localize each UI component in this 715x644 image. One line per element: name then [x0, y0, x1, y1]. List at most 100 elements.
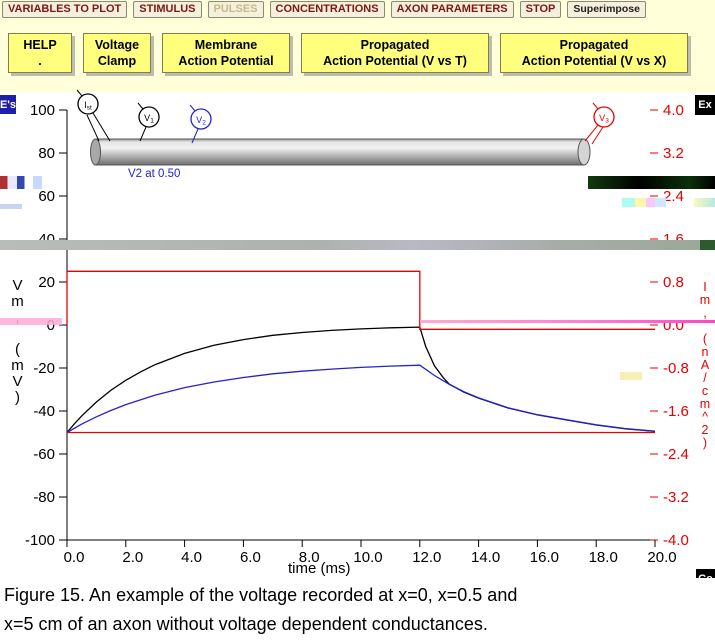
glitch-patch-artifact-1 [622, 198, 666, 207]
stop-button[interactable]: STOP [519, 1, 562, 18]
glitch-pink-patch-artifact [0, 318, 62, 325]
background-window-fragment-top-left[interactable]: E's [0, 95, 16, 114]
v3-electrode-wire-1 [584, 124, 599, 142]
v3-meter-needle [592, 102, 599, 110]
y-tick-label-left: 80 [38, 145, 55, 162]
y-tick-label-right: 2.4 [663, 188, 684, 205]
axon-diagram: Ist V1 V2 V3 V2 at 0.50 [76, 89, 615, 180]
v3-electrode-wire-2 [591, 126, 604, 145]
y-tick-label-left: 20 [38, 274, 55, 291]
y-tick-label-left: 0 [47, 317, 55, 334]
glitch-patch-artifact-3 [620, 372, 642, 380]
series-Vm-at-x0-V1 [66, 326, 656, 433]
stim-meter-needle [76, 89, 83, 97]
stimulus-button[interactable]: STIMULUS [133, 1, 202, 18]
y-tick-label-right: -1.6 [663, 403, 689, 420]
v1-meter-icon [138, 106, 160, 128]
propagated-ap-vt-line1: Propagated [360, 38, 430, 52]
voltage-clamp-button[interactable]: Voltage Clamp [83, 33, 151, 73]
v2-position-annotation: V2 at 0.50 [128, 168, 180, 180]
x-tick-label: 8.0 [299, 549, 320, 566]
glitch-pink-line-artifact [420, 320, 715, 323]
axon-right-end [577, 138, 591, 166]
series-Vm-at-x0.5-V2 [66, 364, 656, 434]
glitch-patch-artifact-2 [694, 198, 715, 207]
stim-meter-icon [77, 93, 99, 115]
glitch-bar-artifact [0, 240, 715, 250]
y-tick-label-right: 3.2 [663, 145, 684, 162]
y-axis-title-left: Vm, (mV) [9, 277, 26, 405]
mode-menu: HELP . Voltage Clamp Membrane Action Pot… [8, 33, 688, 73]
glitch-patch-artifact-4 [0, 204, 22, 209]
y-tick-label-left: 100 [30, 102, 55, 119]
v2-meter-icon [190, 108, 212, 130]
propagated-ap-vx-line1: Propagated [559, 38, 629, 52]
voltage-clamp-line1: Voltage [94, 38, 140, 52]
propagated-ap-vt-line2: Action Potential (V vs T) [323, 54, 467, 68]
y-tick-label-left: -100 [25, 532, 55, 549]
v2-meter-label: V2 [196, 115, 206, 127]
y-tick-label-left: -80 [33, 489, 55, 506]
concentrations-button[interactable]: CONCENTRATIONS [269, 1, 385, 18]
toolbar: VARIABLES TO PLOT STIMULUS PULSES CONCEN… [2, 1, 646, 18]
background-window-fragment-top-right[interactable]: Ex [695, 95, 715, 115]
x-tick-label: 12.0 [412, 549, 441, 566]
glitch-bar-end-artifact [700, 240, 715, 250]
help-button[interactable]: HELP . [8, 33, 72, 73]
x-tick-label: 10.0 [353, 549, 382, 566]
pulses-button: PULSES [207, 1, 264, 18]
voltage-clamp-line2: Clamp [97, 54, 137, 68]
y-tick-label-right: 4.0 [663, 102, 684, 119]
x-tick-label: 6.0 [240, 549, 261, 566]
help-label-line1: HELP [23, 38, 57, 52]
propagated-ap-vt-button[interactable]: Propagated Action Potential (V vs T) [301, 33, 489, 73]
glitch-color-artifact [0, 176, 42, 189]
y-tick-label-left: -20 [33, 360, 55, 377]
propagated-ap-vx-button[interactable]: Propagated Action Potential (V vs X) [500, 33, 688, 73]
y-tick-label-right: -3.2 [663, 489, 689, 506]
v1-electrode-wire [139, 126, 147, 142]
v3-meter-label: V3 [599, 113, 609, 125]
y-tick-label-left: -60 [33, 446, 55, 463]
v1-meter-label: V1 [144, 113, 154, 125]
membrane-ap-line2: Action Potential [178, 54, 274, 68]
y-axis-title-right: Im, (nA/cm^2) [698, 280, 712, 449]
stim-electrode-wire-1 [86, 114, 100, 142]
plot-background [0, 92, 715, 578]
help-label-line2: . [38, 54, 42, 68]
x-tick-label: 16.0 [530, 549, 559, 566]
propagated-ap-vx-line2: Action Potential (V vs X) [521, 54, 667, 68]
variables-to-plot-button[interactable]: VARIABLES TO PLOT [2, 1, 128, 18]
y-tick-label-right: 0.8 [663, 274, 684, 291]
x-tick-label: 0.0 [64, 549, 85, 566]
stim-electrode-wire-2 [92, 112, 111, 142]
trace-curves [66, 270, 656, 434]
series-Im-stimulus [66, 270, 655, 330]
axes: 100806040200-20-40-60-80-1004.03.22.41.6… [25, 102, 689, 566]
y-tick-label-left: -40 [33, 403, 55, 420]
v2-meter-needle [189, 104, 196, 112]
membrane-ap-line1: Membrane [194, 38, 258, 52]
y-tick-label-right: -4.0 [663, 532, 689, 549]
x-axis-title: time (ms) [288, 560, 351, 577]
figure-caption-line2: x=5 cm of an axon without voltage depend… [4, 614, 488, 634]
figure-caption-line1: Figure 15. An example of the voltage rec… [4, 585, 518, 605]
v3-meter-icon [593, 106, 615, 128]
x-tick-label: 18.0 [589, 549, 618, 566]
y-tick-label-right: -2.4 [663, 446, 689, 463]
figure-caption: Figure 15. An example of the voltage rec… [0, 578, 715, 644]
y-tick-label-left: 60 [38, 188, 55, 205]
y-tick-label-right: -0.8 [663, 360, 689, 377]
v1-meter-needle [137, 102, 144, 110]
stim-meter-label: Ist [84, 100, 92, 112]
x-tick-label: 2.0 [122, 549, 143, 566]
v2-electrode-wire [191, 128, 199, 144]
x-tick-label: 14.0 [471, 549, 500, 566]
superimpose-button[interactable]: Superimpose [567, 1, 646, 18]
x-tick-label: 20.0 [647, 549, 676, 566]
axon-parameters-button[interactable]: AXON PARAMETERS [390, 1, 514, 18]
membrane-ap-button[interactable]: Membrane Action Potential [162, 33, 290, 73]
axon-cylinder [94, 138, 585, 166]
